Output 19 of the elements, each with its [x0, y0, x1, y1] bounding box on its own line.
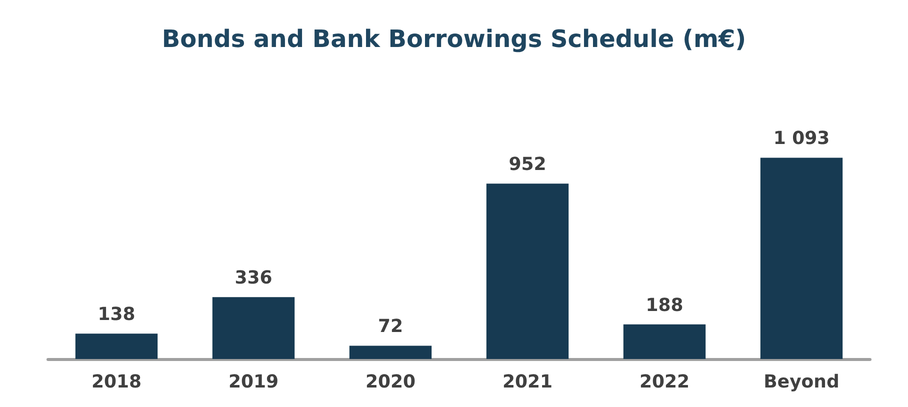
data-label: 1 093 — [773, 128, 830, 150]
x-tick-label: 2022 — [639, 372, 690, 392]
chart-title: Bonds and Bank Borrowings Schedule (m€) — [162, 25, 746, 53]
x-tick-label: 2019 — [228, 372, 279, 392]
bar — [75, 334, 158, 359]
bar — [760, 158, 843, 359]
data-label: 138 — [98, 304, 136, 326]
x-tick-label: 2021 — [502, 372, 553, 392]
x-tick-label: 2018 — [91, 372, 142, 392]
x-tick-label: 2020 — [365, 372, 416, 392]
data-label: 952 — [508, 154, 546, 176]
bar — [486, 184, 569, 359]
data-label: 72 — [378, 316, 404, 338]
bar — [349, 346, 432, 359]
x-tick-label: Beyond — [764, 372, 840, 392]
bar — [623, 324, 706, 359]
data-label: 188 — [646, 294, 684, 316]
bar — [212, 297, 295, 359]
data-label: 336 — [234, 268, 272, 289]
